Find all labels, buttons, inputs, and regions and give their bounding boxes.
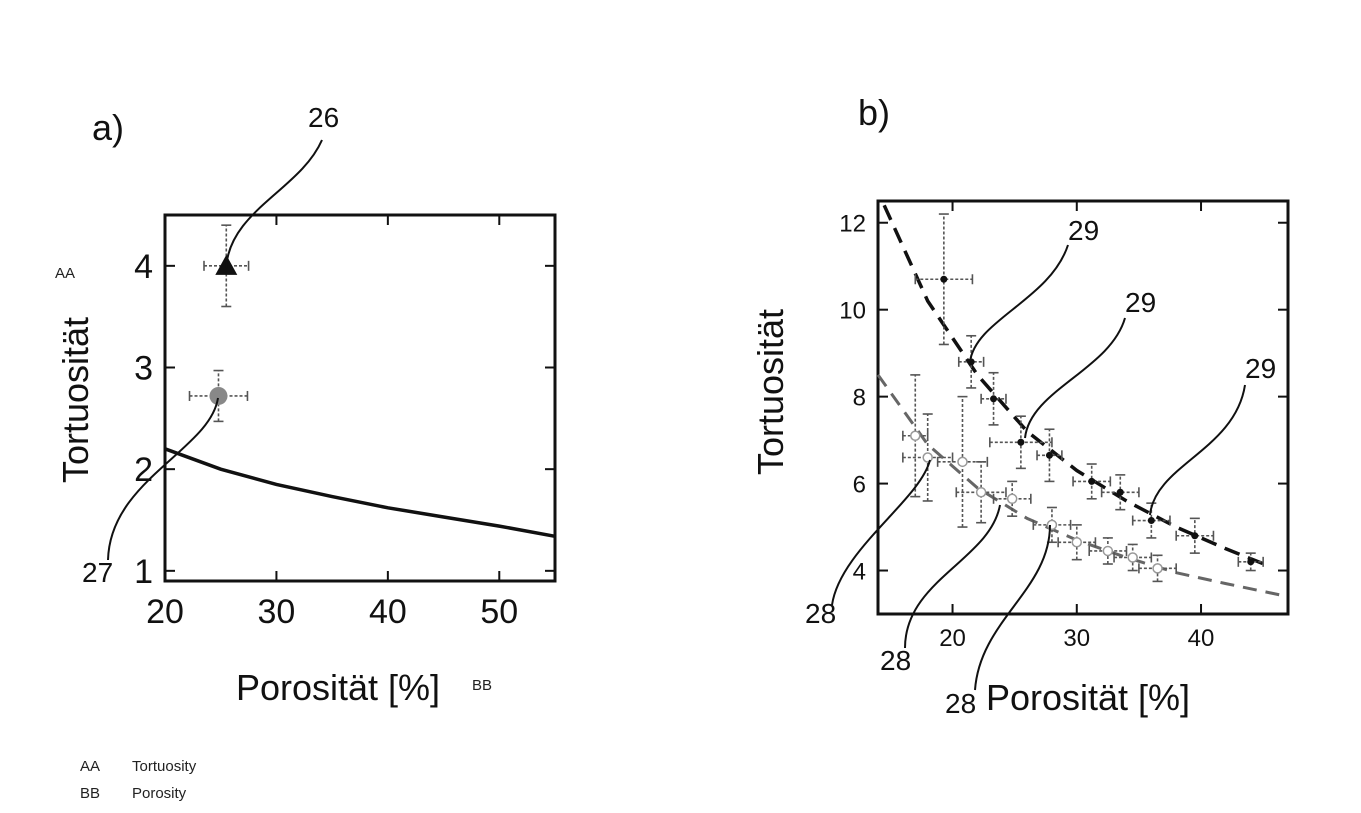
- panel-a-y-axis-label: Tortuosität: [55, 317, 96, 483]
- panel-b-frame: [876, 199, 1290, 616]
- callout-29-leader-2: [1024, 317, 1126, 439]
- panel-b-dot-marker: [1247, 558, 1255, 566]
- panel-b-y-tick-label: 4: [853, 559, 866, 586]
- panel-b-dot-marker: [1017, 438, 1025, 446]
- bb-marker: BB: [472, 677, 492, 694]
- panel-b-dot-marker: [940, 275, 948, 283]
- panel-b-x-tick-label: 30: [1063, 625, 1090, 652]
- callout-26-leader: [225, 139, 323, 269]
- panel-a-label: a): [92, 107, 124, 148]
- callout-29-label-2: 29: [1125, 287, 1156, 318]
- panel-b-label: b): [858, 92, 890, 133]
- callout-28-label-3: 28: [945, 688, 976, 719]
- callout-28-label-2: 28: [880, 645, 911, 676]
- panel-b-dot-marker: [990, 395, 998, 403]
- panel-a-x-axis-label: Porosität [%]: [236, 667, 440, 708]
- panel-b-dot-marker: [1147, 517, 1155, 525]
- panel-a: a) AA 20 30 40 50 1 2 3 4 Tortuosität Porosität…: [55, 102, 557, 708]
- callout-28-leader-2: [904, 504, 1001, 649]
- legend-text-bb: Porosity: [132, 785, 187, 802]
- panel-b-x-tick-label: 40: [1188, 625, 1215, 652]
- panel-b-x-tick-label: 20: [939, 625, 966, 652]
- panel-b-dot-marker: [1191, 532, 1199, 540]
- panel-a-markers: [209, 254, 238, 405]
- panel-b-circle-marker: [1152, 563, 1163, 574]
- callout-28-label-1: 28: [805, 598, 836, 629]
- panel-b-y-tick-label: 8: [853, 385, 866, 412]
- callout-27-label: 27: [82, 557, 113, 588]
- panel-b-dot-marker: [1116, 488, 1124, 496]
- callout-28-leader-3: [974, 524, 1051, 691]
- panel-b-ticks: 20 30 40 4 6 8 10 12: [839, 201, 1288, 652]
- callout-26-label: 26: [308, 102, 339, 133]
- panel-b-circle-marker: [975, 487, 987, 498]
- aa-marker: AA: [55, 265, 75, 282]
- callout-29-leader-3: [1149, 384, 1246, 516]
- panel-a-y-tick-label: 4: [134, 248, 153, 286]
- panel-b-dot-marker: [1088, 477, 1096, 485]
- panel-a-x-tick-label: 20: [146, 593, 184, 631]
- callout-27-leader: [107, 397, 219, 561]
- panel-a-x-tick-label: 40: [369, 593, 407, 631]
- panel-b-circle-marker: [1006, 493, 1018, 505]
- panel-a-y-tick-label: 1: [134, 553, 153, 591]
- panel-b-dashed-curve-upper: [882, 204, 1271, 568]
- panel-a-frame: [163, 213, 557, 583]
- callout-28-leader-1: [831, 459, 931, 606]
- panel-b-dot-marker: [1045, 451, 1053, 459]
- panel-a-x-tick-label: 50: [480, 593, 518, 631]
- legend-key-aa: AA: [80, 758, 100, 775]
- panel-b-y-tick-label: 12: [839, 211, 866, 238]
- panel-b-y-axis-label: Tortuosität: [750, 309, 791, 475]
- panel-a-ticks: 20 30 40 50 1 2 3 4: [134, 215, 555, 631]
- panel-a-y-tick-label: 3: [134, 350, 153, 388]
- legend-text-aa: Tortuosity: [132, 758, 197, 775]
- panel-b-y-tick-label: 6: [853, 472, 866, 499]
- panel-b-circle-marker: [1071, 537, 1083, 548]
- panel-b: b) 20 30 40 4 6 8 10 12 Tortuosität Porosität […: [750, 92, 1290, 719]
- panel-a-y-tick-label: 2: [134, 451, 153, 489]
- panel-b-markers: [910, 275, 1255, 574]
- panel-b-errorbars: [902, 213, 1264, 583]
- callout-29-leader-1: [969, 244, 1069, 363]
- panel-b-circle-marker: [1127, 552, 1138, 563]
- panel-b-circle-marker: [957, 456, 968, 468]
- panel-b-x-axis-label: Porosität [%]: [986, 677, 1190, 718]
- legend-key-bb: BB: [80, 785, 100, 802]
- callout-29-label-1: 29: [1068, 215, 1099, 246]
- callout-29-label-3: 29: [1245, 353, 1276, 384]
- legend: AA Tortuosity BB Porosity: [80, 758, 197, 802]
- panel-a-circle-marker: [209, 386, 228, 405]
- panel-b-y-tick-label: 10: [839, 298, 866, 325]
- panel-b-dashed-curve-lower: [876, 374, 1289, 599]
- panel-a-model-curve: [164, 447, 556, 539]
- panel-b-circle-marker: [1102, 545, 1114, 557]
- panel-b-circle-marker: [1046, 519, 1058, 531]
- panel-a-x-tick-label: 30: [258, 593, 296, 631]
- panel-b-circle-marker: [910, 430, 921, 442]
- panel-b-circle-marker: [922, 452, 933, 463]
